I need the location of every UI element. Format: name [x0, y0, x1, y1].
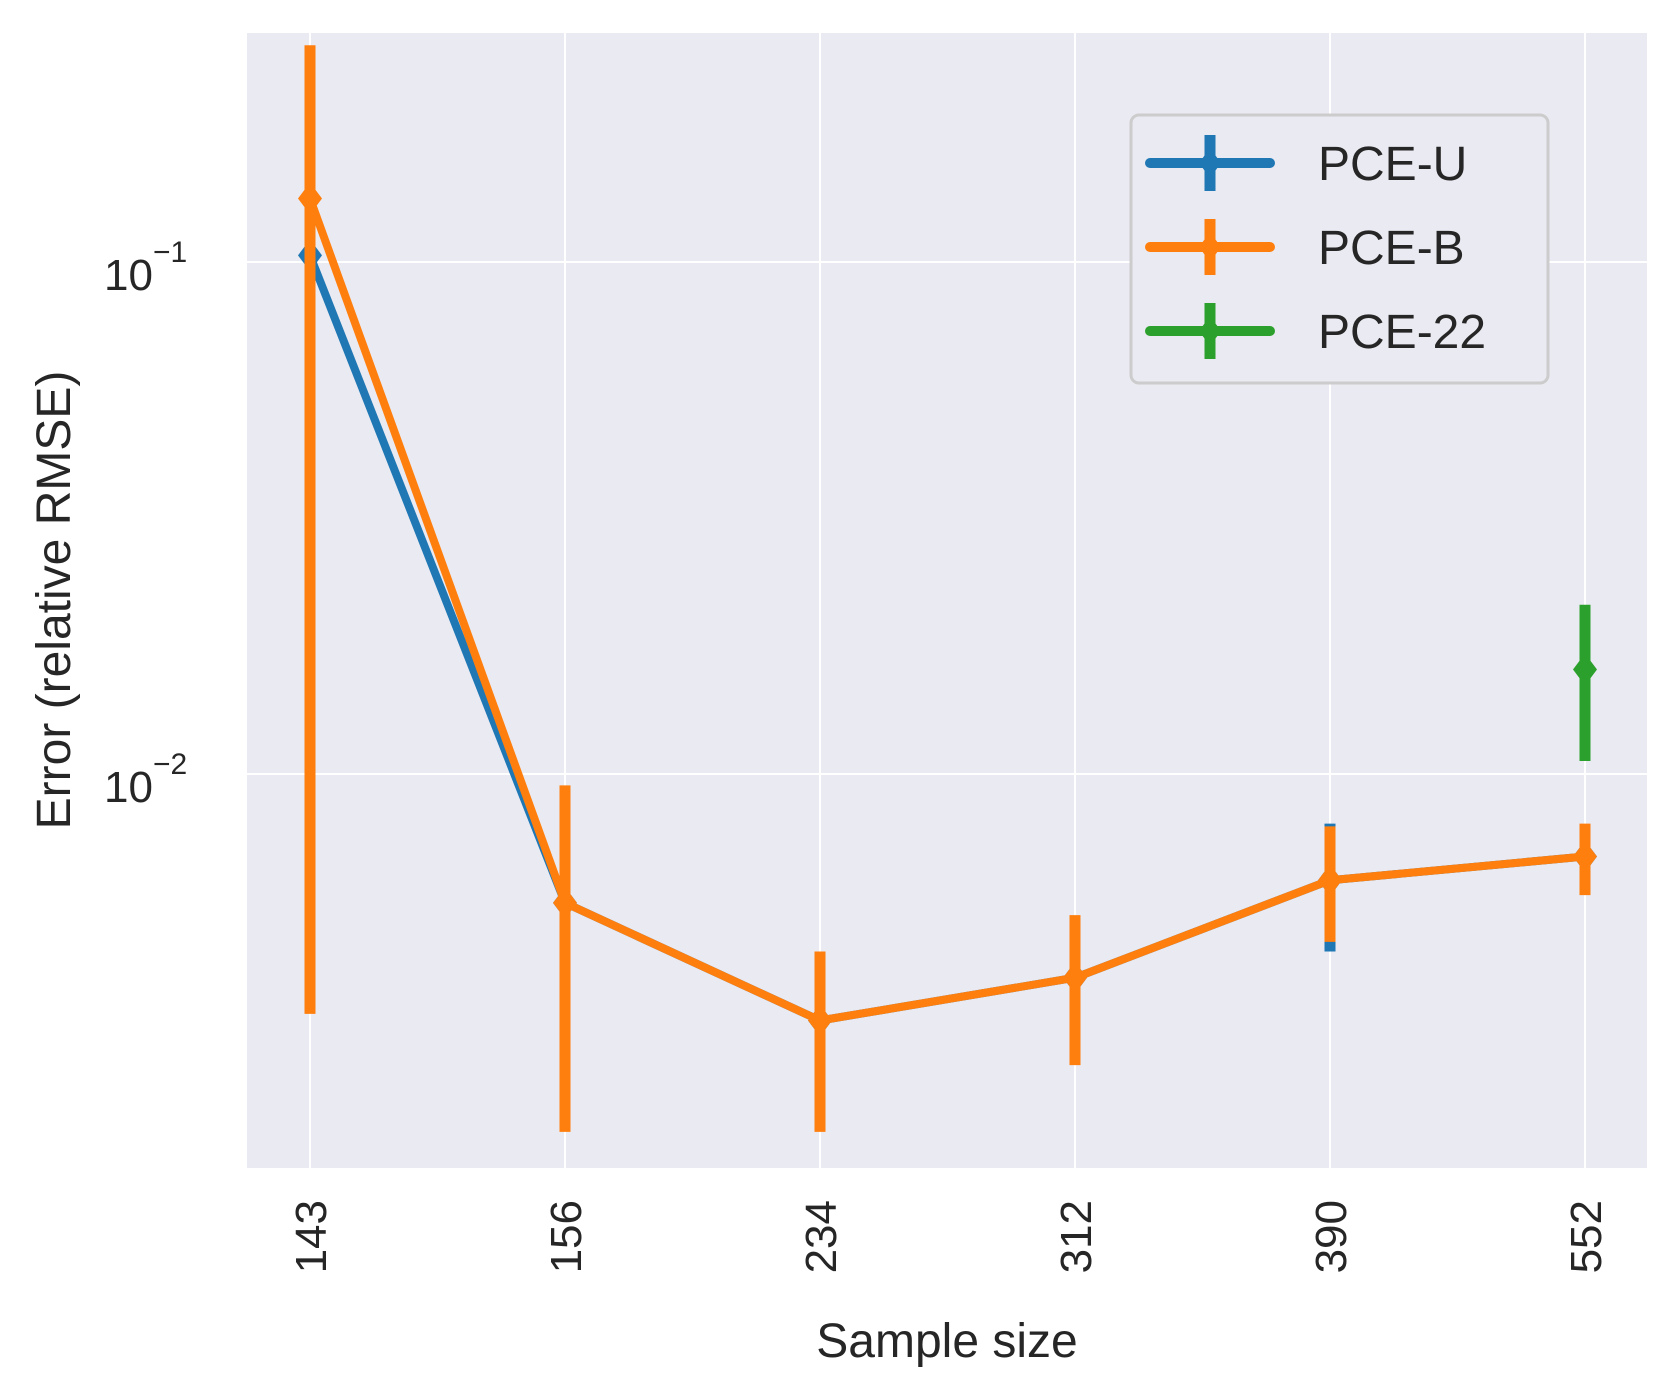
x-tick-label: 390	[1307, 1200, 1356, 1273]
legend-box	[1129, 113, 1550, 385]
y-axis-label: Error (relative RMSE)	[28, 371, 81, 830]
data-point	[553, 886, 577, 919]
y-tick-label: 10−1	[104, 236, 187, 300]
series-line	[306, 197, 1586, 1025]
data-point	[1063, 961, 1087, 994]
x-axis-label: Sample size	[816, 1315, 1077, 1368]
series-PCE-B	[298, 45, 1597, 1132]
legend-label: PCE-22	[1318, 306, 1486, 359]
data-point	[1318, 864, 1342, 897]
x-tick-label: 552	[1562, 1200, 1611, 1273]
series-PCE-22	[1573, 604, 1597, 762]
y-tick-labels: 10−1 10−2	[104, 236, 187, 812]
legend-marker	[1199, 316, 1221, 346]
x-tick-label: 234	[797, 1200, 846, 1273]
legend-marker	[1199, 232, 1221, 262]
y-tick-label: 10−2	[104, 748, 187, 812]
data-point	[1573, 653, 1597, 686]
legend-label: PCE-B	[1318, 222, 1465, 275]
legend-label: PCE-U	[1318, 138, 1467, 191]
x-tick-label: 156	[542, 1200, 591, 1273]
data-point	[298, 182, 322, 215]
legend: PCE-U PCE-B PCE-22	[1129, 113, 1550, 385]
legend-marker	[1199, 148, 1221, 178]
series-layer	[298, 45, 1597, 1132]
data-point	[1573, 840, 1597, 873]
x-tick-label: 143	[287, 1200, 336, 1273]
x-tick-label: 312	[1052, 1200, 1101, 1273]
x-tick-labels: 143 156 234 312 390 552	[287, 1200, 1611, 1273]
data-point	[808, 1004, 832, 1037]
